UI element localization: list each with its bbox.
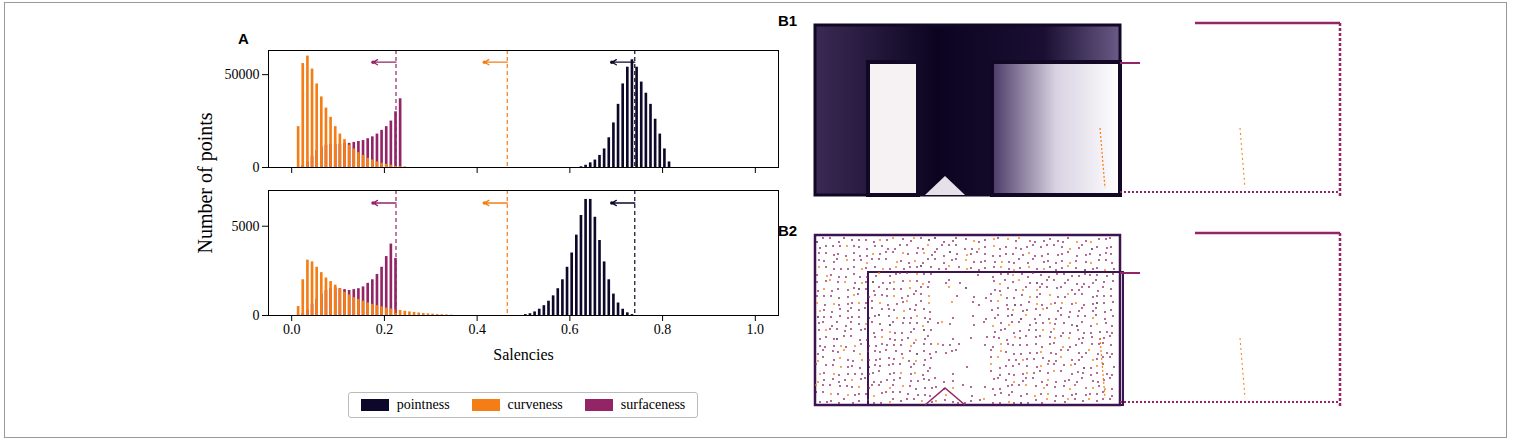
svg-text:0.8: 0.8 xyxy=(654,322,672,337)
svg-text:0.4: 0.4 xyxy=(468,322,486,337)
svg-text:50000: 50000 xyxy=(225,67,260,82)
svg-text:0: 0 xyxy=(253,160,260,175)
svg-text:5000: 5000 xyxy=(232,219,260,234)
svg-text:0.6: 0.6 xyxy=(561,322,579,337)
svg-text:1.0: 1.0 xyxy=(747,322,765,337)
svg-text:0: 0 xyxy=(253,308,260,323)
html-text:pointness: pointness xyxy=(396,397,450,412)
html-text:B2: B2 xyxy=(778,222,798,239)
html-text:A: A xyxy=(238,30,249,47)
html-text:Number of points: Number of points xyxy=(193,112,216,254)
html-text:surfaceness: surfaceness xyxy=(620,397,686,412)
svg-text:0.0: 0.0 xyxy=(283,322,301,337)
html-text:B1: B1 xyxy=(778,12,798,29)
html-text:curveness: curveness xyxy=(507,397,563,412)
svg-text:0.2: 0.2 xyxy=(376,322,394,337)
svg-text:Salencies: Salencies xyxy=(493,346,553,363)
